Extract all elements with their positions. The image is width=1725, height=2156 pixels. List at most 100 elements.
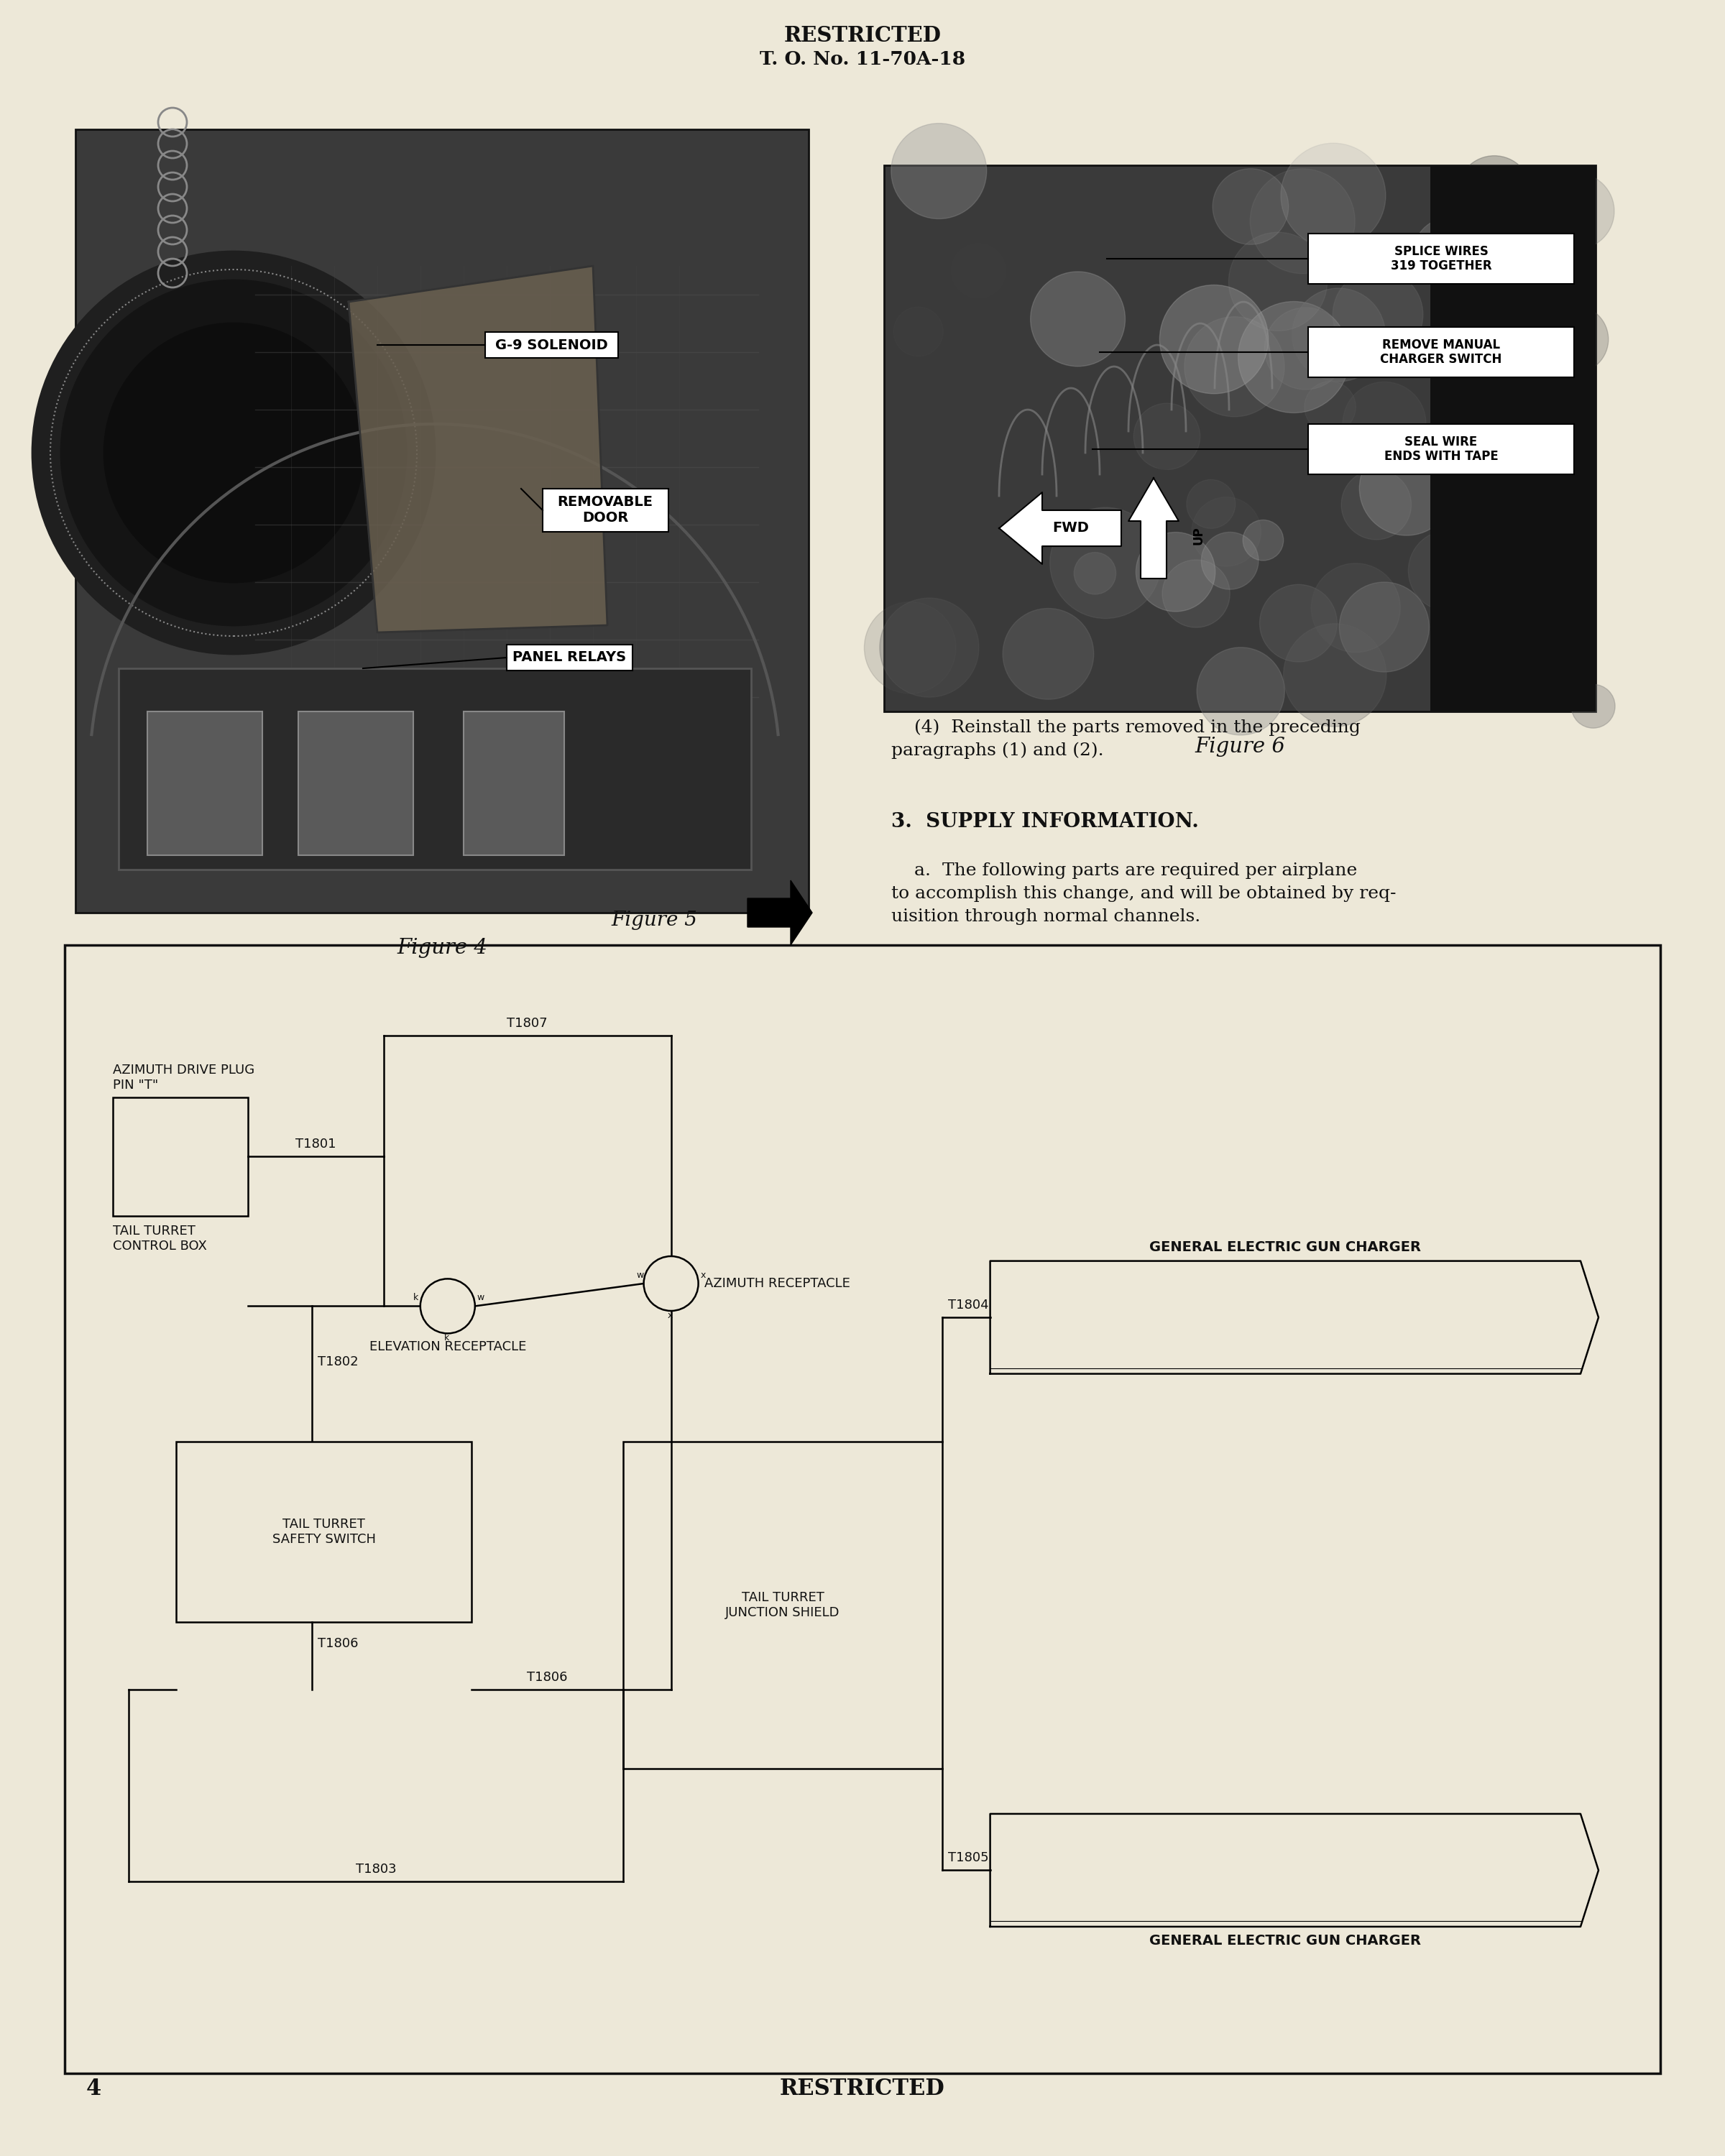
Circle shape [978, 188, 1026, 235]
Circle shape [950, 244, 1006, 298]
Text: TAIL TURRET
CONTROL BOX: TAIL TURRET CONTROL BOX [112, 1225, 207, 1253]
Circle shape [1304, 382, 1356, 433]
Circle shape [1075, 552, 1116, 595]
Circle shape [1163, 561, 1230, 627]
Circle shape [1264, 308, 1347, 390]
Circle shape [1030, 272, 1125, 367]
Polygon shape [999, 492, 1121, 565]
Circle shape [643, 1257, 699, 1311]
Text: PANEL RELAYS: PANEL RELAYS [512, 651, 626, 664]
Circle shape [864, 602, 956, 694]
Circle shape [1408, 530, 1489, 610]
Text: w: w [637, 1270, 643, 1281]
Circle shape [1259, 584, 1337, 662]
Text: 4: 4 [86, 2078, 102, 2100]
Text: GENERAL ELECTRIC GUN CHARGER: GENERAL ELECTRIC GUN CHARGER [1149, 1934, 1421, 1947]
Circle shape [1339, 582, 1430, 673]
Circle shape [1197, 647, 1285, 735]
Bar [298, 711, 414, 856]
Text: a.  The following parts are required per airplane
to accomplish this change, and: a. The following parts are required per … [892, 862, 1396, 925]
Circle shape [1540, 306, 1608, 373]
Circle shape [1133, 468, 1185, 520]
Circle shape [1228, 233, 1327, 330]
Text: k: k [414, 1294, 419, 1302]
Text: ELEVATION RECEPTACLE: ELEVATION RECEPTACLE [369, 1341, 526, 1354]
Circle shape [1002, 608, 1094, 699]
Text: T. O. No. 11-70A-18: T. O. No. 11-70A-18 [759, 50, 966, 69]
Circle shape [1458, 479, 1513, 535]
Bar [176, 1442, 471, 1621]
Text: RESTRICTED: RESTRICTED [780, 2078, 945, 2100]
Text: T1802: T1802 [317, 1356, 359, 1369]
Bar [66, 944, 1659, 2074]
Text: (4)  Reinstall the parts removed in the preceding
paragraphs (1) and (2).: (4) Reinstall the parts removed in the p… [892, 718, 1361, 759]
Circle shape [1282, 142, 1385, 248]
Circle shape [1342, 382, 1427, 466]
Polygon shape [990, 1813, 1599, 1927]
Polygon shape [1128, 479, 1178, 578]
Circle shape [1159, 285, 1268, 395]
Text: G-9 SOLENOID: G-9 SOLENOID [495, 338, 607, 351]
Text: AZIMUTH RECEPTACLE: AZIMUTH RECEPTACLE [704, 1276, 850, 1289]
Circle shape [1571, 683, 1615, 729]
Text: TAIL TURRET
JUNCTION SHIELD: TAIL TURRET JUNCTION SHIELD [726, 1591, 840, 1619]
Circle shape [1333, 270, 1423, 360]
Circle shape [1413, 218, 1485, 289]
Text: T1801: T1801 [295, 1138, 336, 1151]
Text: T1803: T1803 [355, 1863, 397, 1876]
Bar [76, 129, 809, 912]
Bar [1308, 233, 1575, 285]
Bar [507, 645, 633, 671]
Text: TAIL TURRET
SAFETY SWITCH: TAIL TURRET SAFETY SWITCH [273, 1518, 376, 1546]
Bar [1430, 166, 1596, 711]
Text: RESTRICTED: RESTRICTED [783, 26, 942, 45]
Circle shape [1359, 442, 1454, 535]
Bar [1308, 425, 1575, 474]
Text: UP: UP [1192, 526, 1204, 545]
Circle shape [1501, 248, 1558, 308]
Circle shape [33, 252, 435, 653]
Text: x: x [668, 1311, 673, 1319]
Circle shape [1344, 332, 1390, 379]
Circle shape [1185, 317, 1285, 416]
Text: FWD: FWD [1052, 522, 1088, 535]
Text: T1807: T1807 [507, 1018, 549, 1031]
Text: T1805: T1805 [949, 1852, 988, 1865]
Circle shape [1283, 623, 1387, 727]
Circle shape [1444, 474, 1499, 528]
Text: w: w [478, 1294, 485, 1302]
Circle shape [1409, 241, 1433, 265]
Polygon shape [990, 1261, 1599, 1373]
Circle shape [1192, 498, 1261, 567]
Polygon shape [348, 265, 607, 632]
Bar [147, 711, 262, 856]
Circle shape [892, 123, 987, 218]
Bar [112, 1097, 248, 1216]
Circle shape [1497, 170, 1539, 213]
Circle shape [1537, 172, 1615, 250]
Bar [1308, 328, 1575, 377]
Circle shape [1292, 289, 1385, 382]
Text: SPLICE WIRES
319 TOGETHER: SPLICE WIRES 319 TOGETHER [1390, 246, 1492, 272]
Circle shape [104, 323, 362, 582]
Text: T1806: T1806 [317, 1636, 359, 1649]
Circle shape [894, 306, 944, 356]
Bar [543, 489, 669, 533]
Circle shape [1201, 533, 1259, 589]
Circle shape [880, 597, 978, 696]
Text: REMOVE MANUAL
CHARGER SWITCH: REMOVE MANUAL CHARGER SWITCH [1380, 338, 1502, 367]
Bar [119, 668, 750, 869]
Circle shape [1213, 168, 1289, 244]
Circle shape [1051, 507, 1161, 619]
Circle shape [60, 280, 405, 625]
Circle shape [1251, 168, 1354, 274]
Circle shape [1133, 403, 1201, 470]
Text: x: x [700, 1270, 706, 1281]
Text: Figure 6: Figure 6 [1195, 737, 1285, 757]
Circle shape [1239, 302, 1349, 412]
Bar [623, 1442, 942, 1768]
Circle shape [1458, 155, 1532, 231]
Bar [464, 711, 564, 856]
Text: T1806: T1806 [528, 1671, 568, 1684]
Circle shape [1187, 479, 1235, 528]
